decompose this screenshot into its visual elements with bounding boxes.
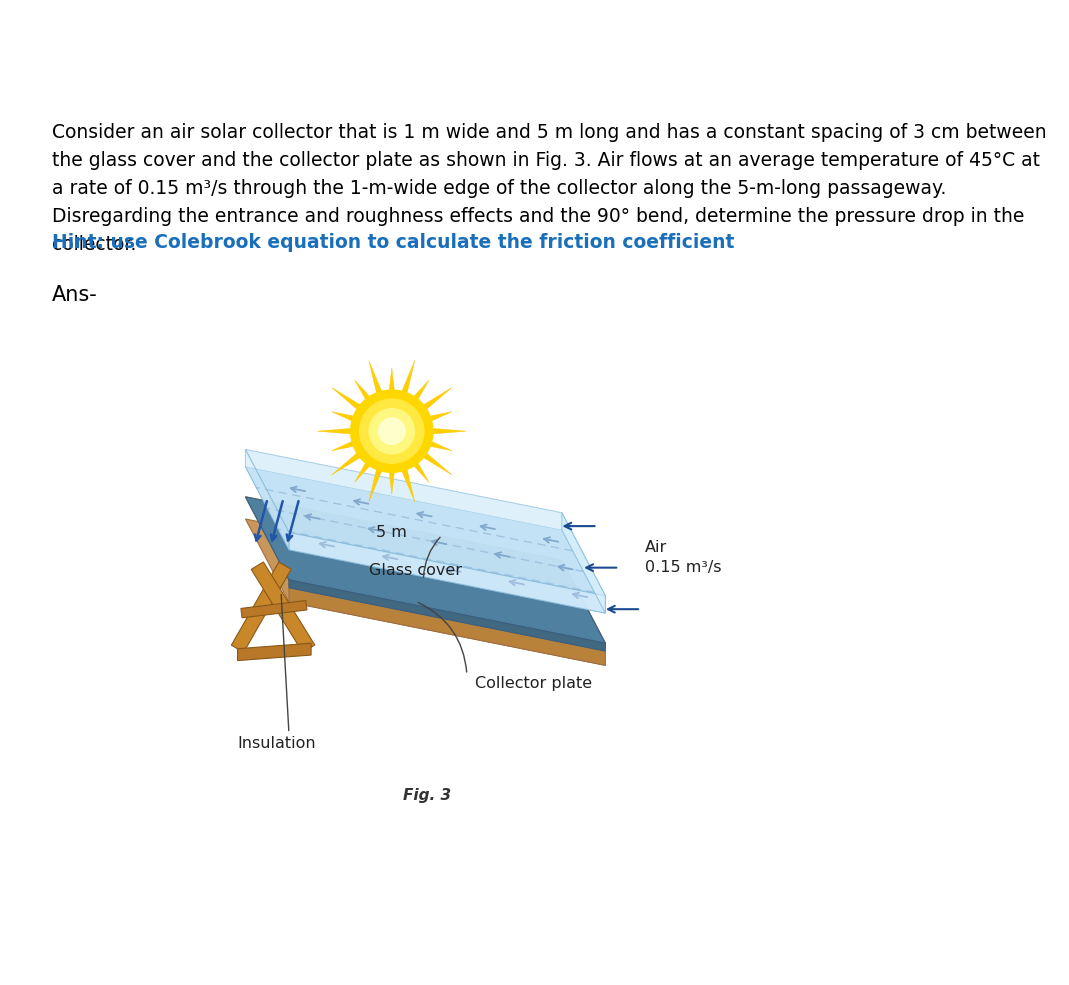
Polygon shape [246, 496, 605, 643]
Polygon shape [409, 457, 429, 483]
Polygon shape [400, 463, 415, 502]
Polygon shape [317, 427, 357, 434]
Polygon shape [241, 601, 307, 618]
Polygon shape [331, 449, 366, 475]
Polygon shape [388, 466, 396, 494]
Circle shape [369, 409, 415, 454]
Text: 5 m: 5 m [376, 525, 407, 540]
Text: Glass cover: Glass cover [369, 562, 462, 577]
Circle shape [378, 418, 405, 444]
Polygon shape [418, 449, 452, 475]
Text: Consider an air solar collector that is 1 m wide and 5 m long and has a constant: Consider an air solar collector that is … [51, 123, 1047, 254]
Text: Fig. 3: Fig. 3 [403, 788, 451, 803]
Text: Air
0.15 m³/s: Air 0.15 m³/s [645, 541, 722, 575]
Circle shape [359, 399, 424, 463]
Polygon shape [251, 561, 314, 652]
Polygon shape [246, 496, 605, 643]
Polygon shape [289, 580, 605, 665]
Polygon shape [246, 449, 289, 550]
Polygon shape [400, 361, 415, 399]
Polygon shape [331, 412, 360, 424]
Polygon shape [409, 380, 429, 405]
Circle shape [351, 390, 433, 473]
Polygon shape [237, 643, 311, 661]
Polygon shape [289, 580, 605, 651]
Polygon shape [289, 533, 605, 613]
Polygon shape [246, 449, 605, 596]
Text: Collector plate: Collector plate [475, 677, 592, 691]
Polygon shape [562, 512, 605, 613]
Polygon shape [369, 463, 384, 502]
Text: Ans-: Ans- [51, 285, 97, 304]
Polygon shape [427, 427, 466, 434]
Text: Hint: use Colebrook equation to calculate the friction coefficient: Hint: use Colebrook equation to calculat… [51, 233, 734, 252]
Polygon shape [355, 380, 374, 405]
Polygon shape [231, 562, 291, 652]
Polygon shape [331, 438, 360, 451]
Polygon shape [423, 438, 452, 451]
Polygon shape [246, 519, 605, 665]
Text: Insulation: Insulation [237, 736, 316, 751]
Polygon shape [423, 412, 452, 424]
Polygon shape [369, 361, 384, 399]
Polygon shape [418, 387, 452, 414]
Polygon shape [246, 467, 605, 613]
Polygon shape [388, 368, 396, 397]
Polygon shape [331, 387, 366, 414]
Polygon shape [355, 457, 374, 483]
